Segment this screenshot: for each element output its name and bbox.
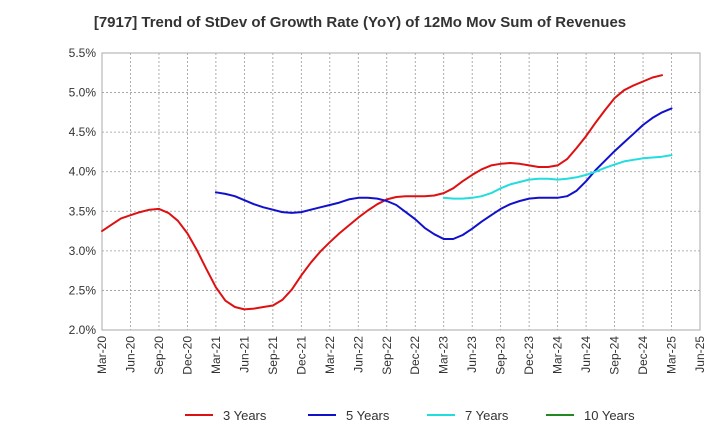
y-tick-label: 5.0% (69, 86, 97, 100)
legend-item-10-years: 10 Years (546, 408, 635, 423)
series-line-5-years (214, 107, 673, 240)
y-axis-ticks: 2.0% 2.5% 3.0% 3.5% 4.0% 4.5% 5.0% 5.5% (69, 46, 97, 337)
x-tick-label: Mar-24 (551, 336, 565, 374)
series-line-3-years (101, 74, 663, 311)
x-tick-label: Sep-23 (494, 336, 508, 375)
y-tick-label: 3.0% (69, 244, 97, 258)
x-tick-label: Sep-21 (266, 336, 280, 375)
x-tick-label: Jun-23 (465, 336, 479, 373)
legend-item-3-years: 3 Years (185, 408, 267, 423)
x-tick-label: Jun-20 (123, 336, 137, 373)
plot-border (101, 52, 701, 331)
x-tick-label: Mar-21 (209, 336, 223, 374)
series-line-7-years (442, 154, 673, 200)
x-tick-label: Sep-22 (380, 336, 394, 375)
x-tick-label: Jun-21 (237, 336, 251, 373)
plot-area (102, 53, 700, 330)
x-tick-label: Dec-22 (408, 336, 422, 375)
x-tick-label: Sep-20 (152, 336, 166, 375)
legend-label: 7 Years (465, 408, 509, 423)
y-tick-label: 4.0% (69, 165, 97, 179)
x-tick-label: Dec-20 (180, 336, 194, 375)
x-tick-label: Mar-23 (437, 336, 451, 374)
x-tick-label: Mar-25 (665, 336, 679, 374)
x-axis-ticks: Mar-20 Jun-20 Sep-20 Dec-20 Mar-21 Jun-21 Sep-… (95, 336, 707, 375)
x-tick-label: Jun-25 (693, 336, 707, 373)
legend-label: 5 Years (346, 408, 390, 423)
x-tick-label: Jun-22 (351, 336, 365, 373)
chart-title: [7917] Trend of StDev of Growth Rate (Yo… (93, 14, 627, 31)
legend-item-7-years: 7 Years (427, 408, 509, 423)
x-tick-label: Sep-24 (608, 336, 622, 375)
x-tick-label: Dec-21 (294, 336, 308, 375)
legend-item-5-years: 5 Years (308, 408, 390, 423)
legend: 3 Years 5 Years 7 Years 10 Years (185, 408, 635, 423)
x-tick-label: Mar-22 (323, 336, 337, 374)
legend-label: 3 Years (223, 408, 267, 423)
y-tick-label: 3.5% (69, 204, 97, 218)
x-tick-label: Dec-24 (636, 336, 650, 375)
series-layer (101, 74, 673, 311)
y-tick-label: 4.5% (69, 125, 97, 139)
y-tick-label: 2.0% (69, 323, 97, 337)
x-tick-label: Dec-23 (522, 336, 536, 375)
legend-label: 10 Years (584, 408, 635, 423)
y-tick-label: 2.5% (69, 283, 97, 297)
x-tick-label: Mar-20 (95, 336, 109, 374)
y-tick-label: 5.5% (69, 46, 97, 60)
x-tick-label: Jun-24 (579, 336, 593, 373)
